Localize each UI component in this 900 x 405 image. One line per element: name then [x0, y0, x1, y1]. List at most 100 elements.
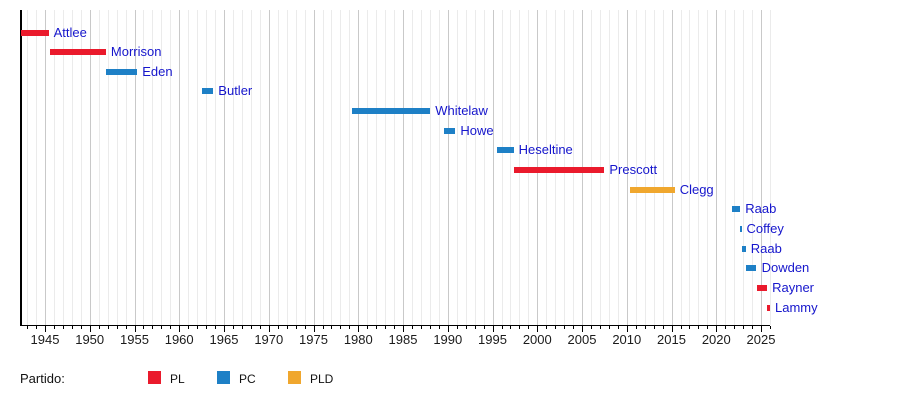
x-axis-minor-tick [635, 326, 637, 329]
x-axis-minor-tick [483, 326, 485, 329]
x-axis-major-tick [45, 326, 46, 332]
x-axis-tick-label: 1970 [254, 332, 284, 347]
legend-item-label: PLD [310, 372, 334, 386]
y-axis-line [20, 10, 22, 325]
gridline [635, 10, 637, 325]
gridline [179, 10, 181, 325]
gridline [80, 10, 82, 325]
gridline [116, 10, 118, 325]
x-axis-major-tick [582, 326, 583, 332]
bar-label[interactable]: Raab [745, 201, 777, 217]
x-axis-minor-tick [376, 326, 378, 329]
bar-label[interactable]: Clegg [679, 181, 714, 197]
x-axis-minor-tick [608, 326, 610, 329]
x-axis-minor-tick [349, 326, 351, 329]
x-axis-minor-tick [734, 326, 736, 329]
x-axis-tick-label: 1985 [388, 332, 418, 347]
gridline [45, 10, 46, 325]
gridline [447, 10, 449, 325]
timeline-bar [740, 225, 743, 232]
gridline [152, 10, 154, 325]
x-axis-minor-tick [107, 326, 109, 329]
x-axis-major-tick [179, 326, 181, 332]
bar-label[interactable]: Butler [218, 83, 253, 99]
x-axis-minor-tick [591, 326, 592, 329]
x-axis-major-tick [89, 326, 91, 332]
gridline [259, 10, 261, 325]
bar-label[interactable]: Howe [460, 122, 494, 138]
gridline [707, 10, 709, 325]
x-axis-major-tick [626, 326, 628, 332]
x-axis-minor-tick [27, 326, 29, 329]
timeline-bar [49, 49, 106, 56]
gridline [358, 10, 360, 325]
x-axis-minor-tick [725, 326, 727, 329]
bar-label[interactable]: Raab [750, 240, 782, 256]
gridline [510, 10, 512, 325]
bar-label[interactable]: Eden [142, 63, 173, 79]
x-axis-minor-tick [295, 326, 297, 329]
gridline [653, 10, 655, 325]
gridline [233, 10, 234, 325]
x-axis-minor-tick [53, 326, 55, 329]
x-axis-minor-tick [653, 326, 655, 329]
gridline [671, 10, 673, 325]
x-axis-tick-label: 1990 [433, 332, 463, 347]
x-axis-minor-tick [36, 326, 37, 329]
x-axis-minor-tick [438, 326, 440, 329]
gridline [617, 10, 619, 325]
legend-swatch-pld [288, 371, 301, 384]
gridline [438, 10, 440, 325]
gridline [89, 10, 91, 325]
gridline [53, 10, 55, 325]
gridline [349, 10, 351, 325]
gridline [27, 10, 29, 325]
gridline [215, 10, 217, 325]
x-axis-tick-label: 1955 [120, 332, 149, 347]
bar-label[interactable]: Whitelaw [435, 103, 488, 119]
gridline [403, 10, 404, 325]
gridline [761, 10, 762, 325]
x-axis-minor-tick [770, 326, 771, 329]
x-axis-tick-label: 1965 [209, 332, 239, 347]
bar-label[interactable]: Attlee [53, 24, 87, 40]
x-axis-minor-tick [617, 326, 619, 329]
x-axis-tick-label: 2015 [657, 332, 686, 347]
timeline-bar [202, 88, 214, 95]
timeline-bar [767, 304, 770, 311]
gridline [170, 10, 172, 325]
gridline [143, 10, 145, 325]
bar-label[interactable]: Prescott [609, 162, 658, 177]
x-axis-minor-tick [501, 326, 503, 329]
timeline-bar [497, 147, 514, 154]
x-axis-tick-label: 1975 [299, 332, 328, 347]
gridline [313, 10, 315, 325]
gridline [394, 10, 396, 325]
gridline [62, 10, 64, 325]
x-axis-minor-tick [385, 326, 387, 329]
x-axis-major-tick [761, 326, 762, 332]
x-axis-minor-tick [143, 326, 145, 329]
bar-label[interactable]: Lammy [775, 299, 818, 315]
x-axis-minor-tick [233, 326, 234, 329]
x-axis-line [20, 325, 770, 326]
bar-label[interactable]: Dowden [761, 260, 810, 276]
bar-label[interactable]: Heseltine [518, 142, 573, 158]
x-axis-tick-label: 1945 [30, 332, 60, 347]
gridline [698, 10, 700, 325]
bar-label[interactable]: Rayner [772, 279, 815, 295]
legend-item-label: PL [170, 372, 185, 386]
x-axis-minor-tick [206, 326, 208, 329]
gridline [277, 10, 279, 325]
x-axis-tick-label: 2010 [612, 332, 642, 347]
gridline [224, 10, 225, 325]
bar-label[interactable]: Coffey [746, 220, 784, 236]
x-axis-minor-tick [420, 326, 422, 329]
timeline-bar [352, 108, 431, 115]
x-axis-major-tick [313, 326, 315, 332]
bar-label[interactable]: Morrison [110, 44, 162, 60]
gridline [134, 10, 136, 325]
x-axis-minor-tick [125, 326, 127, 329]
x-axis-tick-label: 1960 [164, 332, 194, 347]
gridline [626, 10, 628, 325]
